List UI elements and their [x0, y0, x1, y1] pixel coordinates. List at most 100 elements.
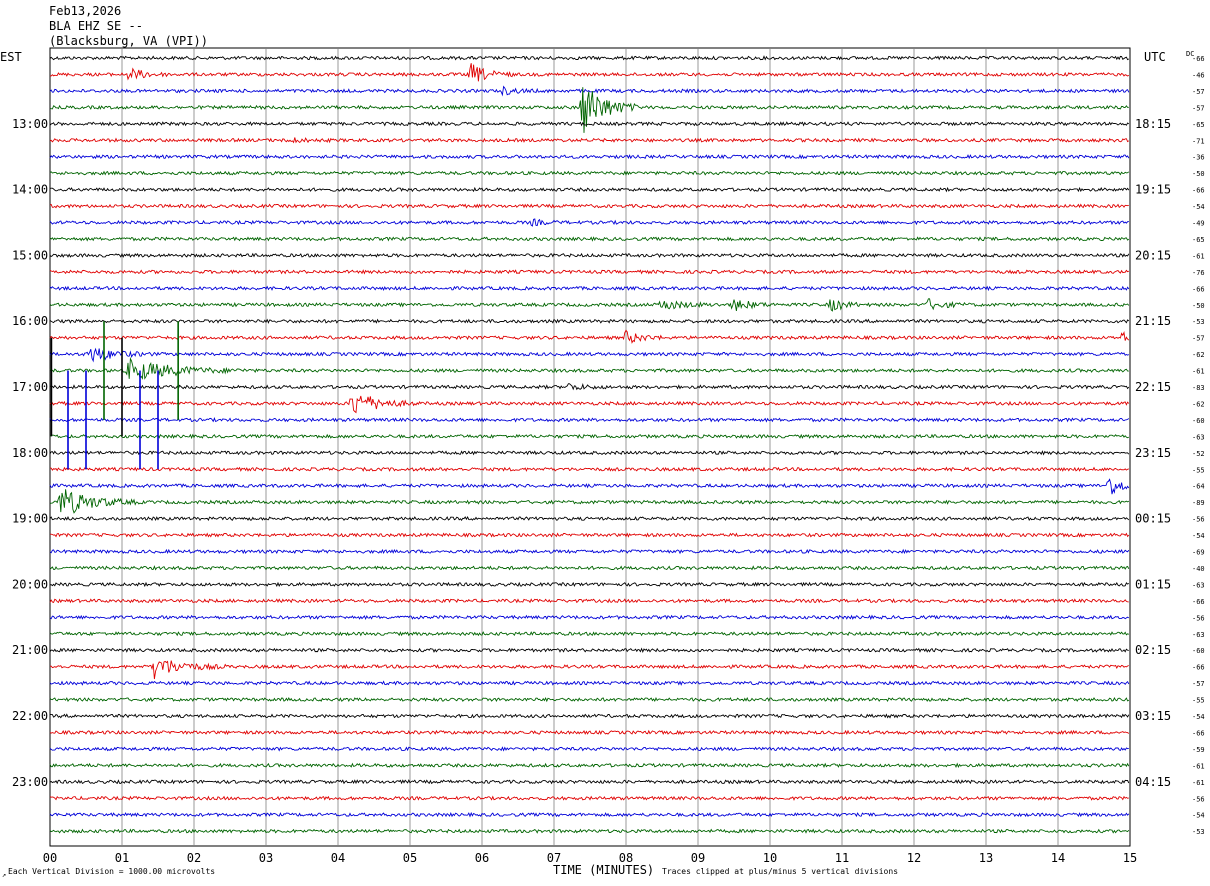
trace-row: [49, 515, 1130, 522]
x-tick-label: 10: [763, 851, 777, 865]
x-tick-label: 01: [115, 851, 129, 865]
dc-offset-label: -60: [1192, 647, 1205, 655]
dc-offset-label: -61: [1192, 779, 1205, 787]
dc-offset-label: -76: [1192, 269, 1205, 277]
left-hour-label: 18:00: [12, 446, 48, 460]
station-location: (Blacksburg, VA (VPI)): [49, 34, 208, 48]
trace-row: [49, 186, 1130, 193]
right-hour-label: 23:15: [1135, 446, 1171, 460]
station-code: BLA EHZ SE --: [49, 19, 143, 33]
x-axis-title: TIME (MINUTES): [553, 863, 655, 877]
trace-row: [50, 382, 1130, 391]
trace-row: [49, 489, 1130, 514]
trace-row: [49, 450, 1130, 456]
dc-offset-label: -61: [1192, 252, 1205, 260]
dc-offset-label: -69: [1192, 549, 1205, 557]
trace-row: [49, 729, 1130, 736]
trace-row: [49, 252, 1130, 259]
left-hour-label: 14:00: [12, 183, 48, 197]
clip-note: Traces clipped at plus/minus 5 vertical …: [662, 867, 899, 876]
corner-mark: ↗: [2, 871, 7, 879]
left-hour-label: 21:00: [12, 643, 48, 657]
dc-offset-label: -66: [1192, 598, 1205, 606]
dc-offset-label: -63: [1192, 433, 1205, 441]
trace-row: [49, 762, 1130, 769]
trace-row: [49, 55, 1130, 61]
trace-row: [49, 154, 1130, 160]
dc-offset-header: DC: [1186, 50, 1195, 58]
dc-offset-label: -66: [1192, 55, 1205, 63]
left-hour-label: 17:00: [12, 380, 48, 394]
dc-offset-label: -71: [1192, 137, 1205, 145]
trace-row: [49, 63, 1130, 82]
scale-note: Each Vertical Division = 1000.00 microvo…: [8, 867, 216, 876]
trace-row: [49, 713, 1130, 719]
trace-row: [49, 356, 1129, 380]
trace-row: [49, 318, 1130, 324]
dc-offset-label: -66: [1192, 664, 1205, 672]
dc-offset-label: -64: [1192, 483, 1205, 491]
dc-offset-label: -61: [1192, 368, 1205, 376]
x-tick-label: 00: [43, 851, 57, 865]
x-tick-label: 14: [1051, 851, 1065, 865]
trace-row: [49, 137, 1130, 144]
trace-row: [49, 795, 1129, 801]
right-hour-label: 19:15: [1135, 183, 1171, 197]
x-tick-label: 02: [187, 851, 201, 865]
dc-offset-label: -57: [1192, 335, 1205, 343]
dc-offset-label: -54: [1192, 203, 1205, 211]
trace-row: [49, 203, 1129, 209]
dc-offset-label: -57: [1192, 680, 1205, 688]
trace-row: [49, 697, 1130, 703]
x-tick-label: 05: [403, 851, 417, 865]
dc-offset-label: -59: [1192, 746, 1205, 754]
left-hour-label: 13:00: [12, 117, 48, 131]
dc-offset-label: -57: [1192, 88, 1205, 96]
dc-offset-label: -46: [1192, 71, 1205, 79]
trace-row: [49, 746, 1129, 752]
trace-row: [49, 466, 1129, 472]
left-timezone-label: EST: [0, 50, 22, 64]
dc-offset-label: -63: [1192, 581, 1205, 589]
dc-offset-label: -53: [1192, 828, 1205, 836]
trace-row: [49, 478, 1130, 495]
right-hour-label: 18:15: [1135, 117, 1171, 131]
trace-row: [49, 433, 1130, 440]
dc-offset-label: -61: [1192, 762, 1205, 770]
plot-frame: [49, 47, 1131, 847]
trace-row: [49, 269, 1129, 275]
trace-row: [49, 828, 1130, 834]
x-tick-label: 11: [835, 851, 849, 865]
trace-row: [49, 347, 1129, 363]
x-tick-label: 09: [691, 851, 705, 865]
right-hour-label: 03:15: [1135, 709, 1171, 723]
dc-offset-label: -60: [1192, 417, 1205, 425]
clipped-spikes: [50, 321, 179, 470]
left-hour-label: 20:00: [12, 577, 48, 591]
x-tick-label: 03: [259, 851, 273, 865]
dc-offset-label: -56: [1192, 795, 1205, 803]
x-tick-label: 15: [1123, 851, 1137, 865]
dc-offset-label: -57: [1192, 104, 1205, 112]
dc-offset-label: -89: [1192, 499, 1205, 507]
dc-offset-label: -56: [1192, 614, 1205, 622]
left-hour-label: 19:00: [12, 512, 48, 526]
dc-offset-label: -55: [1192, 466, 1205, 474]
dc-offset-label: -62: [1192, 351, 1205, 359]
right-hour-label: 20:15: [1135, 248, 1171, 262]
trace-row: [49, 170, 1130, 176]
trace-row: [49, 87, 1129, 133]
trace-row: [49, 218, 1129, 227]
dc-offset-label: -66: [1192, 285, 1205, 293]
trace-row: [49, 565, 1130, 571]
dc-offset-label: -56: [1192, 516, 1205, 524]
trace-row: [49, 779, 1130, 785]
dc-offset-label: -50: [1192, 302, 1205, 310]
trace-row: [49, 598, 1129, 604]
trace-row: [50, 532, 1130, 538]
dc-offset-label: -65: [1192, 121, 1205, 129]
left-hour-label: 15:00: [12, 248, 48, 262]
x-tick-label: 06: [475, 851, 489, 865]
trace-row: [49, 417, 1130, 423]
